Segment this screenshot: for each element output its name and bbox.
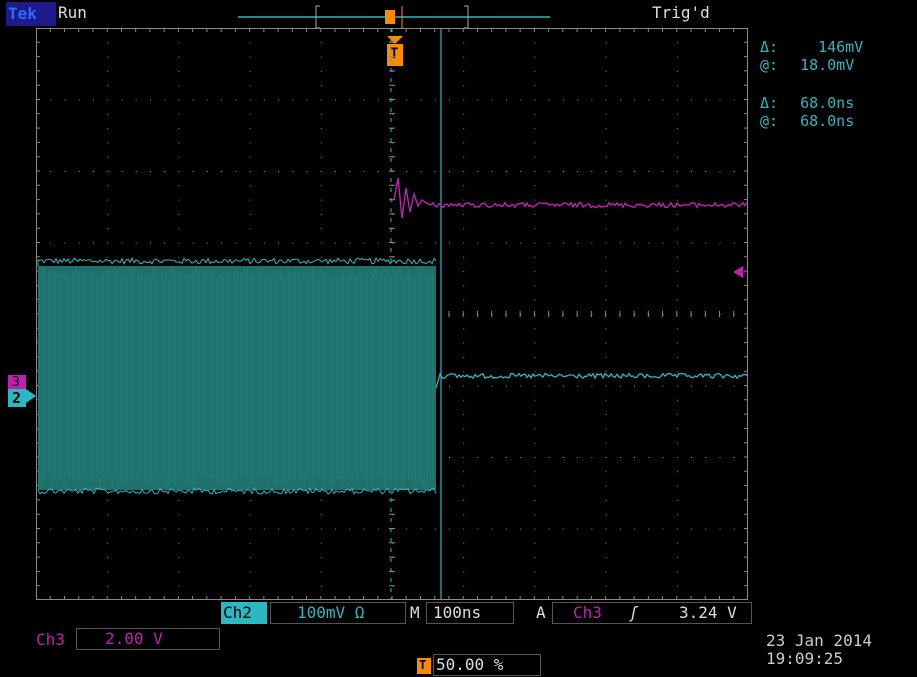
record-view <box>238 5 550 28</box>
trigger-status: Trig'd <box>652 3 710 22</box>
cursor-readout-row: @: 18.0mV <box>760 56 855 74</box>
trigger-level: 3.24 V <box>679 603 737 622</box>
ch2-scale: 100mV Ω <box>297 603 365 622</box>
ch2-ground-marker[interactable]: 2 <box>8 389 26 407</box>
ch2-label: Ch2 <box>223 603 252 622</box>
cursor-readouts: Δ: 146mV @: 18.0mV Δ: 68.0ns @: 68.0ns <box>760 38 863 130</box>
ch2-burst-bottom <box>37 486 437 495</box>
trigger-slope-icon: ʃ <box>629 603 639 622</box>
scope-display <box>36 28 748 600</box>
ch3-label: Ch3 <box>36 630 65 649</box>
ch2-burst-texture <box>39 268 434 486</box>
status-bar: Tek Run Trig'd <box>0 0 917 28</box>
timebase-label: M <box>410 603 420 622</box>
cursor-readout-row: @: 68.0ns <box>760 112 855 130</box>
trigger-position-box[interactable]: 50.00 % <box>433 654 541 676</box>
date: 23 Jan 2014 <box>766 631 872 650</box>
ch2-marker-arrow-icon <box>26 389 36 403</box>
datetime: 23 Jan 2014 19:09:25 <box>766 632 872 668</box>
ch3-trace <box>393 177 748 219</box>
tek-logo: Tek <box>8 4 37 23</box>
timebase-box[interactable]: 100ns <box>426 602 514 624</box>
ch3-scale: 2.00 V <box>105 629 163 648</box>
ch2-label-box[interactable]: Ch2 <box>221 602 267 624</box>
trigger-position-icon: T <box>417 658 431 674</box>
trigger-position-value: 50.00 % <box>436 655 504 674</box>
time: 19:09:25 <box>766 649 844 668</box>
ch2-burst-top <box>37 256 437 266</box>
ch3-scale-box[interactable]: 2.00 V <box>76 628 220 650</box>
cursor-readout-row: Δ: 146mV <box>760 38 864 56</box>
timebase-value: 100ns <box>433 603 482 622</box>
tek-logo-bg: Tek <box>6 2 56 26</box>
run-status: Run <box>58 3 87 22</box>
ch2-trace <box>435 372 748 389</box>
cursor-readout-row: Δ: 68.0ns <box>760 94 855 112</box>
trigger-position-icon: T <box>390 46 399 62</box>
trigger-source: Ch3 <box>573 603 602 622</box>
trigger-level-marker-icon <box>733 266 743 278</box>
ch3-ground-marker[interactable]: 3 <box>8 375 26 391</box>
trigger-mode-label: A <box>536 603 546 622</box>
ch2-scale-box[interactable]: 100mV Ω <box>270 602 406 624</box>
record-trigger-icon <box>385 10 395 24</box>
trigger-settings-box[interactable]: Ch3 ʃ 3.24 V <box>552 602 752 624</box>
